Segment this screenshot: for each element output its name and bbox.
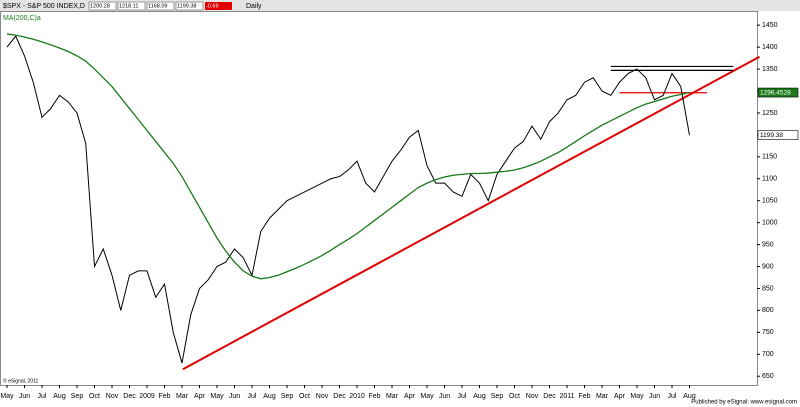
price-tag-label: 1199.38 bbox=[760, 132, 783, 139]
x-tick-label: Aug bbox=[683, 393, 696, 400]
x-tick-label: Aug bbox=[53, 393, 66, 400]
x-tick-label: Apr bbox=[194, 393, 206, 400]
x-tick-label: Nov bbox=[106, 393, 119, 400]
y-tick-label: 1450 bbox=[762, 22, 778, 29]
x-tick-label: Jun bbox=[229, 393, 240, 400]
y-tick-label: 1400 bbox=[762, 44, 778, 51]
x-tick-label: Jun bbox=[19, 393, 30, 400]
x-tick-label: May bbox=[630, 393, 644, 400]
price-tag bbox=[757, 130, 799, 140]
quote-value: 1168.09 bbox=[148, 3, 167, 9]
x-tick-label: Apr bbox=[404, 393, 416, 400]
x-tick-label: May bbox=[420, 393, 434, 400]
quote-value: 1218.11 bbox=[119, 3, 138, 9]
x-tick-label: Nov bbox=[316, 393, 329, 400]
quote-value: 1199.38 bbox=[177, 3, 196, 9]
x-tick-label: Feb bbox=[578, 393, 590, 400]
y-tick-label: 900 bbox=[762, 263, 774, 270]
x-tick-label: Dec bbox=[543, 393, 556, 400]
x-tick-label: Dec bbox=[333, 393, 346, 400]
y-tick-label: 750 bbox=[762, 329, 774, 336]
x-tick-label: Jul bbox=[458, 393, 467, 400]
plot-frame bbox=[0, 11, 758, 386]
x-tick-label: Jun bbox=[439, 393, 450, 400]
header-bar bbox=[0, 0, 800, 11]
x-tick-label: Mar bbox=[176, 393, 189, 400]
quote-box bbox=[117, 1, 146, 11]
x-tick-label: 2009 bbox=[139, 393, 155, 400]
interval: Daily bbox=[246, 3, 262, 10]
x-tick-label: Feb bbox=[158, 393, 170, 400]
price-tag bbox=[757, 87, 799, 98]
x-tick-label: 2010 bbox=[349, 393, 365, 400]
change-value: -0.69 bbox=[206, 3, 219, 9]
x-tick-label: Aug bbox=[473, 393, 486, 400]
x-tick-label: Oct bbox=[299, 393, 310, 400]
y-tick-label: 1100 bbox=[762, 176, 777, 183]
change-box bbox=[205, 2, 232, 10]
y-tick-label: 1150 bbox=[762, 154, 777, 161]
footer-right: Published by eSignal: www.esignal.com bbox=[691, 400, 797, 406]
x-tick-label: Sep bbox=[71, 393, 84, 400]
x-tick-label: May bbox=[210, 393, 224, 400]
y-tick-label: 800 bbox=[762, 307, 774, 314]
series-line bbox=[6, 35, 690, 364]
y-tick-label: 1350 bbox=[762, 66, 778, 73]
x-tick-label: Jul bbox=[668, 393, 677, 400]
y-tick-label: 1000 bbox=[762, 219, 778, 226]
legend-text: MA(200,C)a bbox=[3, 15, 41, 22]
x-tick-label: May bbox=[0, 393, 14, 400]
x-tick-label: Jul bbox=[38, 393, 47, 400]
price-tag-label: 1296.4528 bbox=[760, 89, 791, 96]
x-tick-label: Oct bbox=[89, 393, 100, 400]
quote-box bbox=[146, 1, 175, 11]
x-tick-label: Jul bbox=[248, 393, 257, 400]
quote-box bbox=[88, 1, 117, 11]
x-tick-label: Sep bbox=[281, 393, 294, 400]
symbol: $SPX - S&P 500 INDEX,D bbox=[3, 3, 85, 10]
y-tick-label: 850 bbox=[762, 285, 774, 292]
quote-value: 1200.28 bbox=[90, 3, 110, 9]
x-tick-label: Oct bbox=[509, 393, 520, 400]
trendline bbox=[182, 55, 760, 371]
x-tick-label: Aug bbox=[263, 393, 276, 400]
x-tick-label: Dec bbox=[123, 393, 136, 400]
footer-left: © eSignal, 2011 bbox=[3, 377, 39, 384]
x-tick-label: Feb bbox=[368, 393, 380, 400]
y-tick-label: 1050 bbox=[762, 198, 778, 205]
x-tick-label: 2011 bbox=[559, 393, 574, 400]
x-tick-label: Mar bbox=[596, 393, 609, 400]
x-tick-label: Apr bbox=[614, 393, 626, 400]
series-line bbox=[6, 33, 690, 280]
y-tick-label: 1250 bbox=[762, 110, 778, 117]
y-tick-label: 950 bbox=[762, 241, 774, 248]
x-tick-label: Mar bbox=[386, 393, 399, 400]
x-tick-label: Sep bbox=[491, 393, 504, 400]
y-tick-label: 650 bbox=[762, 373, 774, 380]
quote-box bbox=[175, 1, 204, 11]
x-tick-label: Jun bbox=[649, 393, 660, 400]
y-tick-label: 700 bbox=[762, 351, 774, 358]
x-tick-label: Nov bbox=[526, 393, 539, 400]
